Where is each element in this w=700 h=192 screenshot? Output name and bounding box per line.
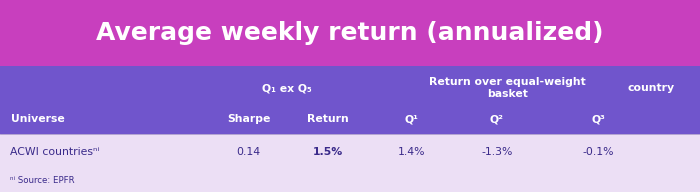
Text: Q³: Q³ [592,114,606,124]
Text: Universe: Universe [10,114,64,124]
Text: Return over equal-weight
basket: Return over equal-weight basket [429,77,586,99]
Text: ACWI countriesⁿⁱ: ACWI countriesⁿⁱ [10,147,100,157]
Text: Sharpe: Sharpe [227,114,270,124]
Text: Q²: Q² [490,114,504,124]
Text: 1.5%: 1.5% [312,147,343,157]
Text: Return: Return [307,114,349,124]
Text: Q₁ ex Q₅: Q₁ ex Q₅ [262,83,312,93]
FancyBboxPatch shape [0,170,700,192]
Text: 0.14: 0.14 [237,147,260,157]
Text: 1.4%: 1.4% [398,147,426,157]
Text: -0.1%: -0.1% [582,147,615,157]
Text: -1.3%: -1.3% [482,147,512,157]
FancyBboxPatch shape [0,134,700,170]
FancyBboxPatch shape [0,66,700,134]
Text: country: country [627,83,675,93]
FancyBboxPatch shape [0,0,700,66]
Text: Average weekly return (annualized): Average weekly return (annualized) [97,21,603,45]
Text: ⁿⁱ Source: EPFR: ⁿⁱ Source: EPFR [10,176,75,185]
Text: Q¹: Q¹ [405,114,419,124]
